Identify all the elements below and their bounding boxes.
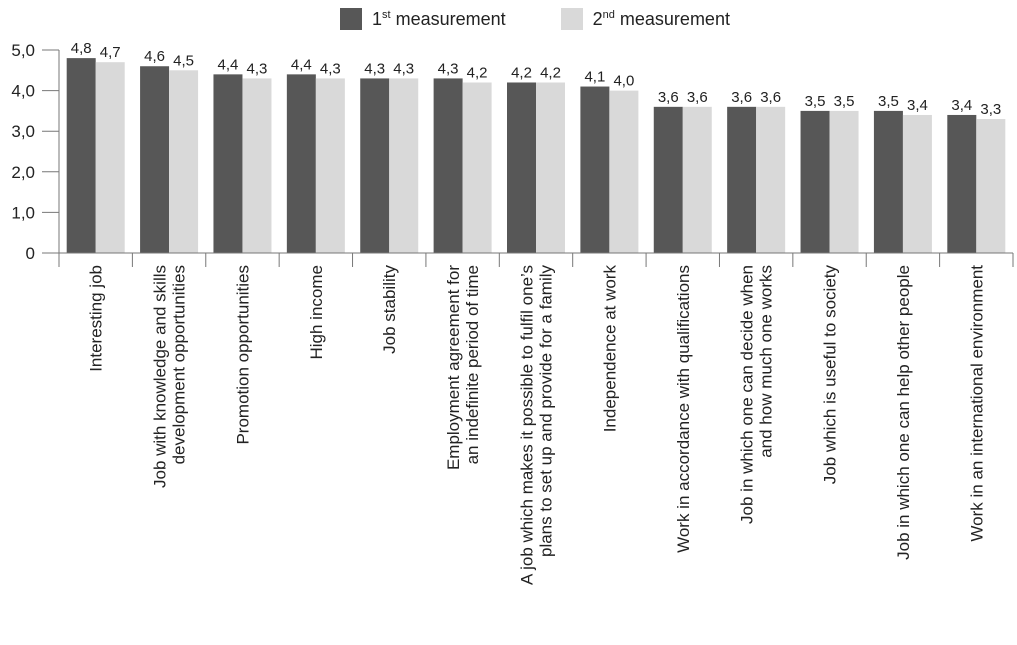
bar-series-1 (433, 78, 463, 253)
bar-series-2 (242, 78, 272, 253)
bar-series-2 (609, 90, 639, 253)
x-category-label-line: High income (307, 265, 326, 360)
bar-series-2 (682, 106, 712, 253)
data-label-series-2: 4,7 (100, 44, 121, 61)
legend-item-series-1: 1st measurement (340, 8, 506, 30)
data-label-series-1: 3,6 (658, 89, 679, 106)
bar-series-2 (169, 70, 199, 253)
x-category-label: Job stability (380, 265, 399, 354)
data-label-series-1: 4,1 (584, 69, 605, 86)
x-category-label-line: Work in accordance with qualifications (674, 265, 693, 553)
y-tick-label: 4,0 (11, 82, 35, 101)
legend-swatch-series-1 (340, 8, 362, 30)
bar-series-2 (976, 119, 1006, 254)
x-category-label: Work in accordance with qualifications (674, 265, 693, 553)
x-category-label: Job which is useful to society (821, 265, 840, 485)
data-label-series-1: 4,4 (218, 56, 239, 73)
x-category-label: Promotion opportunities (233, 265, 252, 445)
x-category-label-line: A job which makes it possible to fulfil … (518, 265, 537, 585)
bar-series-2 (756, 106, 786, 253)
legend-item-series-2: 2nd measurement (560, 8, 730, 30)
data-label-series-2: 3,4 (907, 97, 928, 114)
data-label-series-2: 4,5 (173, 52, 194, 69)
x-category-label-line: Employment agreement for (444, 265, 463, 470)
x-category-label: Job with knowledge and skillsdevelopment… (151, 265, 189, 488)
x-category-label-line: development opportunities (170, 265, 189, 464)
legend: 1st measurement 2nd measurement (340, 8, 785, 30)
x-category-label-line: Job with knowledge and skills (151, 265, 170, 488)
y-tick-label: 2,0 (11, 163, 35, 182)
data-label-series-1: 4,3 (438, 60, 459, 77)
y-tick-label: 1,0 (11, 203, 35, 222)
data-label-series-1: 4,4 (291, 56, 312, 73)
y-tick-label: 5,0 (11, 41, 35, 60)
bar-series-2 (389, 78, 419, 253)
bar-series-2 (462, 82, 492, 253)
data-label-series-2: 3,6 (687, 89, 708, 106)
x-category-label-line: Work in an international environment (967, 265, 986, 542)
data-label-series-1: 3,5 (878, 93, 899, 110)
bar-series-2 (315, 78, 345, 253)
x-category-label: Job in which one can help other people (894, 265, 913, 560)
x-category-label-line: Interesting job (87, 265, 106, 372)
bar-series-1 (947, 114, 977, 254)
legend-swatch-series-2 (560, 8, 583, 30)
y-tick-label: 0 (26, 244, 35, 263)
x-category-label-line: Job stability (380, 265, 399, 354)
data-label-series-1: 4,3 (364, 60, 385, 77)
bar-series-1 (727, 106, 757, 253)
x-category-label-line: an indefinite period of time (463, 265, 482, 464)
data-label-series-1: 4,8 (71, 40, 92, 57)
bar-series-1 (286, 74, 316, 253)
bar-series-1 (580, 86, 610, 253)
data-label-series-2: 3,6 (760, 89, 781, 106)
bar-series-1 (360, 78, 390, 253)
x-category-label-line: plans to set up and provide for a family (537, 265, 556, 557)
bar-series-1 (800, 110, 830, 254)
x-category-label: A job which makes it possible to fulfil … (518, 265, 556, 586)
bar-series-1 (140, 66, 170, 254)
bar-series-1 (507, 82, 536, 253)
x-category-label-line: Promotion opportunities (233, 265, 252, 445)
data-label-series-2: 4,2 (540, 64, 561, 81)
bar-series-2 (829, 110, 859, 254)
x-category-label-line: Job in which one can decide when (738, 265, 757, 524)
data-label-series-1: 3,4 (951, 97, 972, 114)
data-label-series-1: 3,6 (731, 89, 752, 106)
bar-series-1 (873, 110, 903, 254)
legend-label-series-1: 1st measurement (372, 8, 506, 29)
bar-series-2 (536, 82, 565, 253)
x-category-label: Employment agreement foran indefinite pe… (444, 265, 482, 470)
bar-series-1 (66, 58, 96, 254)
bar-series-2 (902, 114, 932, 254)
x-category-label: Interesting job (87, 265, 106, 372)
x-category-label: Work in an international environment (967, 265, 986, 542)
data-label-series-2: 4,3 (393, 60, 414, 77)
data-label-series-1: 4,2 (511, 64, 532, 81)
data-label-series-2: 4,3 (247, 60, 268, 77)
data-label-series-2: 3,3 (980, 101, 1001, 118)
x-category-label: High income (307, 265, 326, 360)
y-tick-label: 3,0 (11, 122, 35, 141)
bar-series-1 (653, 106, 683, 253)
bar-series-2 (95, 62, 125, 254)
x-category-label: Job in which one can decide whenand how … (738, 265, 776, 524)
data-label-series-2: 3,5 (834, 93, 855, 110)
x-category-label-line: Independence at work (600, 265, 619, 433)
bar-series-1 (213, 74, 243, 253)
data-label-series-1: 4,6 (144, 48, 165, 65)
x-category-label: Independence at work (600, 265, 619, 433)
x-category-label-line: Job in which one can help other people (894, 265, 913, 560)
data-label-series-2: 4,0 (613, 73, 634, 90)
legend-label-series-2: 2nd measurement (592, 8, 730, 29)
data-label-series-1: 3,5 (805, 93, 826, 110)
x-category-label-line: Job which is useful to society (821, 265, 840, 485)
data-label-series-2: 4,3 (320, 60, 341, 77)
data-label-series-2: 4,2 (467, 64, 488, 81)
x-category-label-line: and how much one works (757, 265, 776, 458)
